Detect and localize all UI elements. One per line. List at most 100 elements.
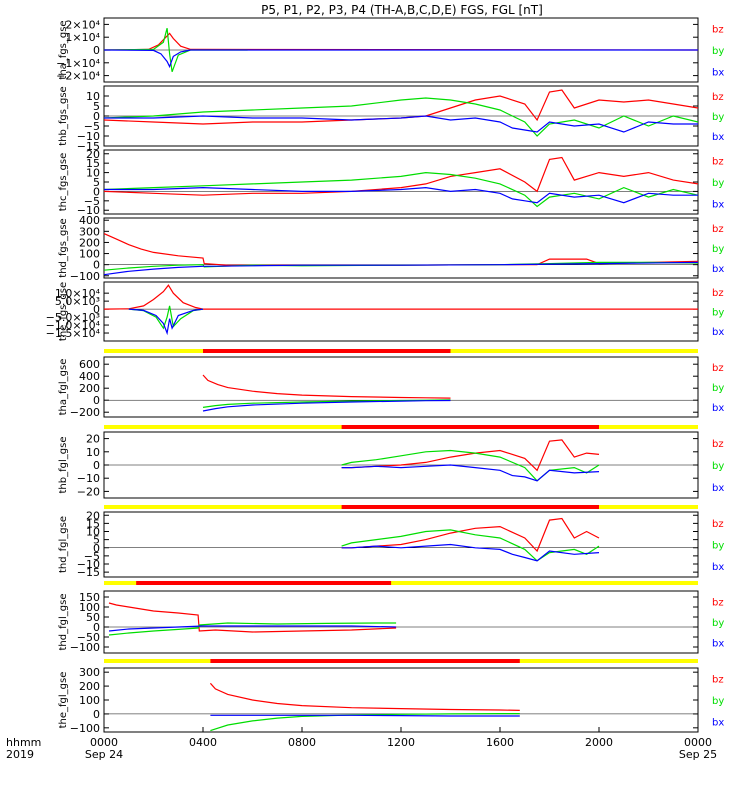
legend-by: by	[712, 541, 724, 552]
y-tick-label: −2×10⁴	[56, 70, 100, 83]
y-tick-label: −5	[84, 120, 100, 133]
y-tick-label: 1.0×10⁴	[55, 287, 101, 300]
legend-bx: bx	[712, 717, 724, 728]
y-tick-label: 15	[86, 157, 100, 170]
y-tick-label: 1×10⁴	[65, 31, 100, 44]
series-group	[104, 233, 698, 276]
y-tick-label: 0	[93, 621, 100, 634]
series-line-by	[128, 305, 204, 330]
y-axis-label: thd_fgl_gse	[58, 516, 69, 573]
x-date-label: Sep 24	[85, 748, 123, 761]
x-corner-label-bottom: 2019	[6, 748, 34, 761]
y-tick-label: 5.0×10³	[55, 295, 100, 308]
y-axis-label: tha_fgl_gse	[58, 359, 69, 416]
series-line-bx	[104, 49, 698, 69]
panel-frame	[103, 356, 699, 418]
x-tick-label: 0400	[189, 736, 217, 749]
y-tick-label: 5	[93, 176, 100, 189]
y-tick-label: −10	[77, 130, 100, 143]
y-tick-label: 600	[79, 358, 100, 371]
legend-by: by	[712, 178, 724, 189]
y-tick-label: 10	[86, 167, 100, 180]
coverage-bar-off	[104, 581, 698, 585]
y-tick-label: 0	[93, 303, 100, 316]
y-tick-label: 0	[93, 708, 100, 721]
legend-bz: bz	[712, 288, 724, 299]
series-line-by	[104, 171, 698, 208]
y-tick-label: 20	[86, 509, 100, 522]
y-tick-label: −100	[70, 270, 100, 283]
y-tick-label: 0	[93, 542, 100, 555]
y-tick-label: 300	[79, 225, 100, 238]
legend-bz: bz	[712, 224, 724, 235]
y-tick-label: 50	[86, 611, 100, 624]
series-line-bx	[341, 464, 600, 482]
legend-by: by	[712, 244, 724, 255]
x-date-label: Sep 25	[679, 748, 717, 761]
coverage-bar-on	[341, 505, 599, 509]
legend-bz: bz	[712, 675, 724, 686]
y-tick-label: −10	[77, 472, 100, 485]
legend-bx: bx	[712, 327, 724, 338]
series-line-bz	[108, 602, 397, 633]
y-tick-label: −15	[77, 140, 100, 153]
y-tick-label: −1.0×10⁴	[46, 319, 101, 332]
series-line-by	[104, 97, 698, 137]
series-line-bz	[202, 374, 451, 399]
coverage-bar-on	[136, 581, 392, 585]
panel-frame	[103, 590, 699, 654]
legend-bz: bz	[712, 157, 724, 168]
y-axis-label: tha_fgs_gse	[58, 20, 69, 79]
series-line-bz	[104, 233, 698, 266]
legend-by: by	[712, 308, 724, 319]
series-line-bz	[209, 682, 520, 711]
y-tick-label: 20	[86, 148, 100, 161]
panel-frame	[103, 511, 699, 578]
y-tick-label: −5	[84, 550, 100, 563]
y-tick-label: −20	[77, 485, 100, 498]
series-line-bz	[341, 517, 600, 553]
series-group	[341, 517, 600, 562]
legend-bz: bz	[712, 519, 724, 530]
x-tick-label: 2000	[585, 736, 613, 749]
series-line-bz	[104, 89, 698, 125]
y-axis-label: the_fgs_gse	[58, 282, 69, 341]
series-group	[209, 682, 520, 732]
y-tick-label: 10	[86, 446, 100, 459]
series-line-bx	[108, 625, 397, 632]
y-tick-label: 15	[86, 517, 100, 530]
panel-frame	[103, 217, 699, 279]
y-axis-label: thb_fgl_gse	[58, 437, 69, 494]
y-tick-label: 0	[93, 459, 100, 472]
legend-bx: bx	[712, 264, 724, 275]
series-group	[104, 28, 698, 73]
x-tick-label: 1600	[486, 736, 514, 749]
y-tick-label: −200	[70, 406, 100, 419]
series-group	[104, 284, 698, 336]
y-tick-label: 200	[79, 236, 100, 249]
series-line-bx	[104, 115, 698, 133]
y-tick-label: 200	[79, 382, 100, 395]
series-line-bx	[104, 186, 698, 204]
y-axis-label: thb_fgs_gse	[58, 86, 69, 145]
y-tick-label: 0	[93, 394, 100, 407]
y-tick-label: 10	[86, 90, 100, 103]
y-tick-label: 0	[93, 110, 100, 123]
y-tick-label: 0	[93, 44, 100, 57]
y-tick-label: 2×10⁴	[65, 18, 100, 31]
x-corner-label-top: hhmm	[6, 736, 41, 749]
legend-bz: bz	[712, 92, 724, 103]
series-line-bx	[104, 261, 698, 276]
x-tick-label: 1200	[387, 736, 415, 749]
